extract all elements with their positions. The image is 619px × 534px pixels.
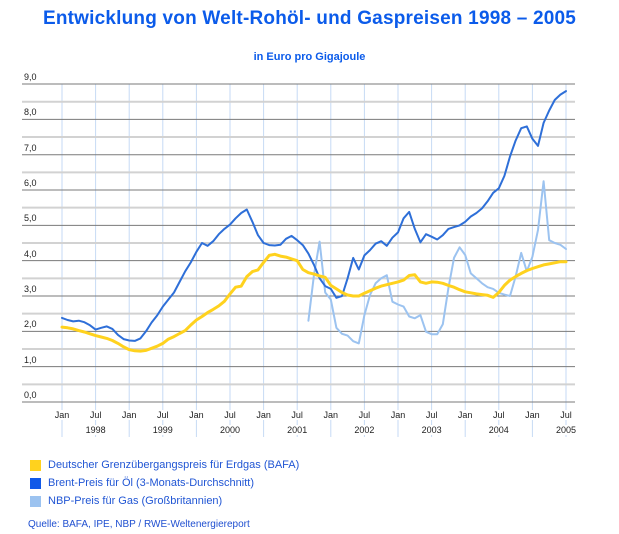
x-axis-tick-label: Jul (351, 410, 378, 420)
x-axis-year-label: 2002 (347, 425, 382, 435)
y-axis-tick-label: 4,0 (24, 247, 59, 260)
y-axis-tick-label: 2,0 (24, 318, 59, 331)
x-axis-tick-label: Jan (385, 410, 411, 420)
nbp-gas-line (307, 180, 567, 345)
chart-subtitle: in Euro pro Gigajoule (253, 51, 366, 63)
legend-item-nbp: NBP-Preis für Gas (Großbritannien) (30, 492, 299, 510)
nbp-color-swatch-icon (30, 495, 41, 507)
y-axis-tick-label: 3,0 (24, 283, 59, 295)
x-axis-tick-label: Jan (250, 410, 277, 420)
y-axis-tick-label: 9,0 (24, 71, 59, 84)
legend-label-nbp: NBP-Preis für Gas (Großbritannien) (48, 495, 223, 507)
x-axis-year-label: 2000 (213, 425, 247, 435)
legend-item-brent: Brent-Preis für Öl (3-Monats-Durchschnit… (30, 474, 299, 492)
x-axis-tick-label: Jul (284, 410, 311, 420)
x-axis-year-label: 2001 (280, 425, 315, 435)
x-axis-tick-label: Jan (452, 410, 479, 420)
x-axis-tick-label: Jul (485, 410, 512, 420)
x-axis-tick-label: Jul (217, 410, 243, 420)
x-axis-tick-label: Jan (183, 410, 210, 420)
x-axis-year-label: 2004 (481, 425, 516, 435)
bafa-color-swatch-icon (30, 459, 41, 471)
x-axis-tick-label: Jan (317, 410, 344, 420)
x-axis-year-label: 1999 (145, 425, 180, 435)
chart-legend: Deutscher Grenzübergangspreis für Erdgas… (30, 456, 299, 510)
x-axis-tick-label: Jan (49, 410, 75, 420)
x-axis-tick-label: Jul (149, 410, 176, 420)
x-axis-tick-label: Jan (519, 410, 546, 420)
y-axis-tick-label: 8,0 (24, 106, 59, 119)
bafa-gas-line (60, 252, 568, 353)
chart-title: Entwicklung von Welt-Rohöl- und Gaspreis… (42, 8, 577, 29)
legend-item-bafa: Deutscher Grenzübergangspreis für Erdgas… (30, 456, 299, 474)
x-axis-tick-label: Jan (116, 410, 143, 420)
brent-color-swatch-icon (30, 477, 41, 489)
x-axis-year-label: 2005 (549, 425, 583, 435)
legend-label-brent: Brent-Preis für Öl (3-Monats-Durchschnit… (48, 477, 254, 489)
brent-oil-line (61, 90, 567, 342)
y-axis-tick-label: 1,0 (24, 353, 59, 366)
y-axis-tick-label: 6,0 (24, 177, 59, 190)
x-axis-year-label: 1998 (78, 425, 113, 435)
x-axis-tick-label: Jul (418, 410, 445, 420)
x-axis-tick-label: Jul (82, 410, 109, 420)
y-axis-tick-label: 7,0 (24, 141, 59, 154)
x-axis-year-label: 2003 (414, 425, 449, 435)
legend-label-bafa: Deutscher Grenzübergangspreis für Erdgas… (48, 459, 300, 471)
y-axis-tick-label: 0,0 (24, 389, 59, 401)
y-axis-tick-label: 5,0 (24, 212, 59, 225)
x-axis-tick-label: Jul (553, 410, 579, 420)
source-caption: Quelle: BAFA, IPE, NBP / RWE-Weltenergie… (28, 519, 250, 530)
